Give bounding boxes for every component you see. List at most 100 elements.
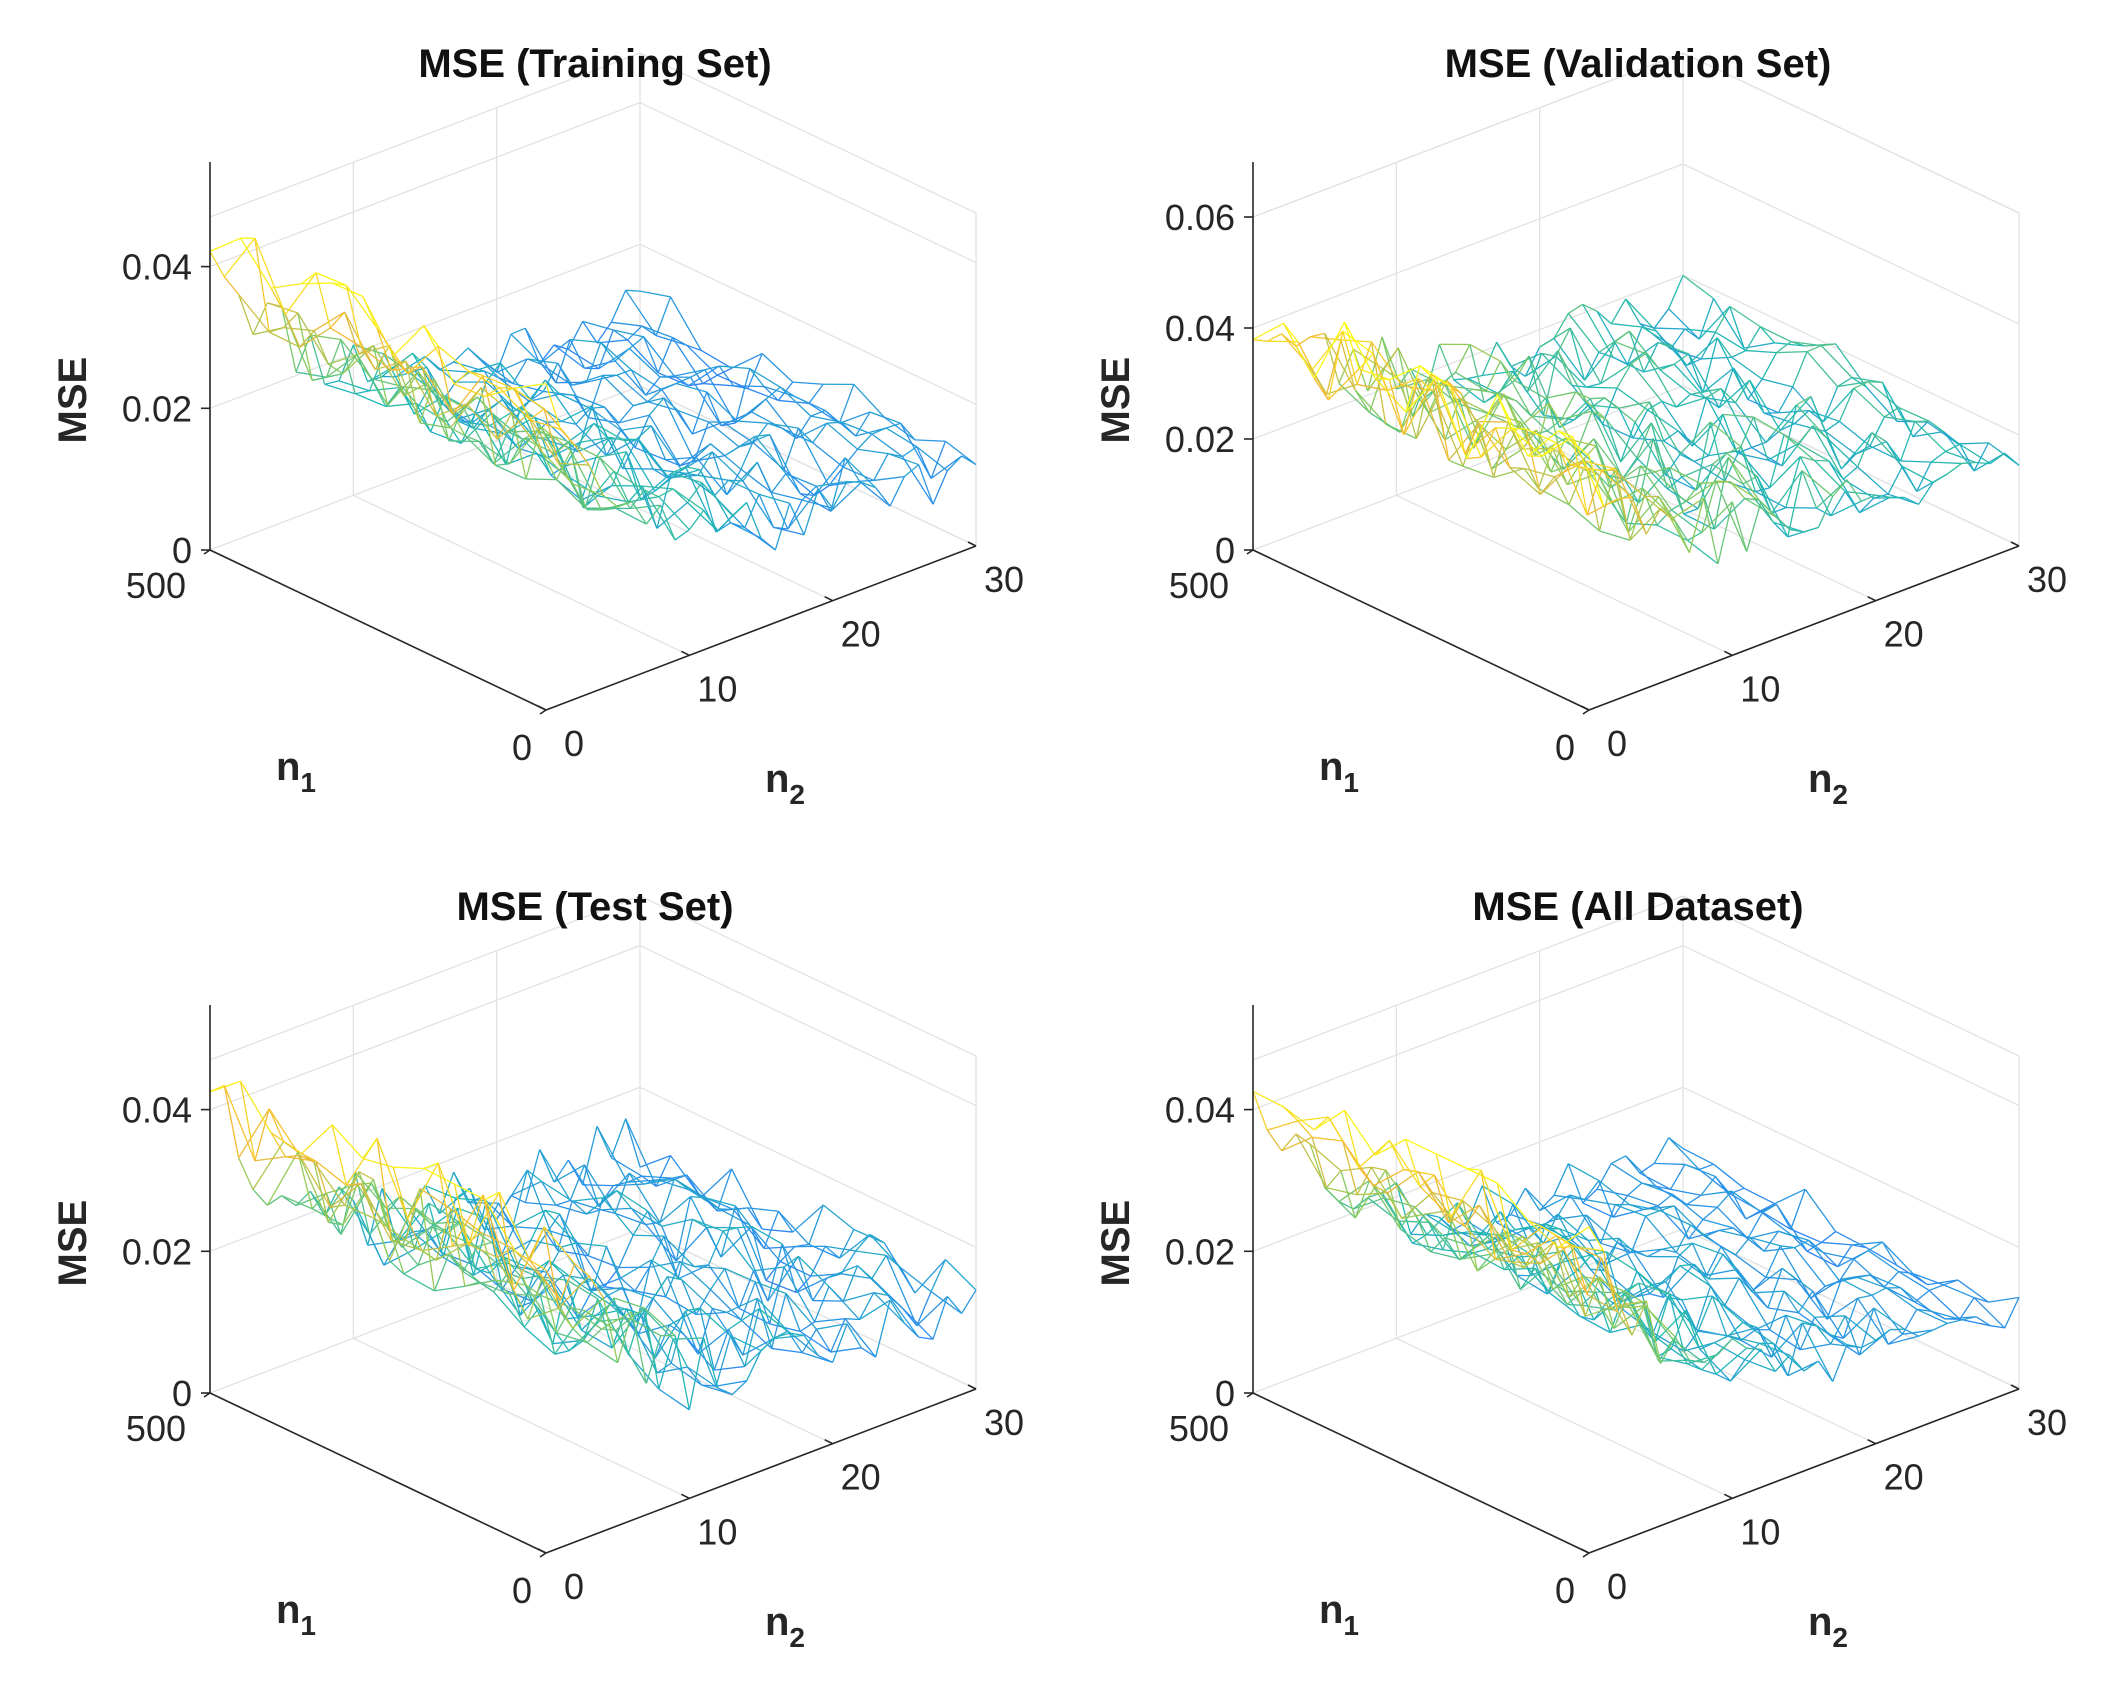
mesh-segment <box>783 427 799 470</box>
mesh-segment <box>752 422 769 444</box>
mesh-segment <box>722 420 738 423</box>
mesh-segment <box>1477 1249 1509 1272</box>
z-axis-label: MSE <box>1094 1200 1138 1287</box>
z-axis-label: MSE <box>1094 357 1138 444</box>
mesh-segment <box>1554 476 1570 506</box>
mesh-segment <box>1762 378 1793 388</box>
mesh-segment <box>789 1332 805 1337</box>
mesh-segment <box>1397 347 1414 417</box>
mesh-segment <box>1539 1240 1556 1264</box>
mesh-segment <box>1645 353 1677 408</box>
mesh-segment <box>638 439 670 480</box>
mesh-segment <box>1832 1344 1848 1382</box>
mesh-segment <box>641 485 658 529</box>
mesh-segment <box>681 1279 713 1309</box>
grid-line <box>1252 944 1684 1111</box>
x-tick-mark <box>539 709 547 715</box>
mesh-segment <box>771 1347 803 1354</box>
mesh-segment <box>630 1207 647 1225</box>
mesh-segment <box>1837 376 1853 388</box>
mesh-segment <box>1663 430 1679 442</box>
mesh-segment <box>1571 1240 1604 1266</box>
mesh-segment <box>1584 1276 1601 1317</box>
mesh-segment <box>797 1256 814 1301</box>
mesh-segment <box>459 420 474 429</box>
mesh-segment <box>1446 1210 1478 1272</box>
mesh-segment <box>1961 461 1977 465</box>
mesh-segment <box>1751 441 1767 449</box>
mesh-segment <box>647 401 679 412</box>
axis-lines <box>201 162 977 715</box>
mesh-segment <box>1532 430 1548 436</box>
mesh-segment <box>1694 455 1709 463</box>
mesh-segment <box>1313 377 1329 401</box>
mesh-segment <box>268 1108 301 1156</box>
mesh-segment <box>1588 1226 1604 1251</box>
mesh-segment <box>652 468 668 479</box>
mesh-segment <box>1523 1240 1556 1269</box>
mesh-segment <box>752 1270 769 1302</box>
mesh-segment <box>1534 403 1550 456</box>
mesh-segment <box>1669 1164 1686 1190</box>
mesh-segment <box>431 1226 464 1272</box>
mesh-segment <box>726 1311 742 1321</box>
mesh-segment <box>764 1246 795 1250</box>
mesh-segment <box>657 1179 689 1191</box>
mesh-segment <box>859 480 891 507</box>
mesh-segment <box>572 483 588 510</box>
mesh-segment <box>1851 376 1867 388</box>
mesh-segment <box>421 366 437 417</box>
mesh-segment <box>946 1295 963 1314</box>
mesh-segment <box>376 1138 393 1241</box>
mesh-segment <box>660 504 676 541</box>
mesh-segment <box>301 1124 333 1155</box>
mesh-segment <box>266 1151 299 1206</box>
mesh-segment <box>697 1328 729 1355</box>
mesh-segment <box>559 1263 576 1301</box>
mesh-segment <box>368 1234 385 1266</box>
mesh-segment <box>1760 1203 1775 1212</box>
mesh-segment <box>1695 452 1728 491</box>
mesh-segment <box>1546 1269 1579 1295</box>
mesh-segment <box>1658 496 1690 553</box>
mesh-segment <box>900 422 916 441</box>
mesh-segment <box>613 329 644 338</box>
mesh-segment <box>1415 1215 1432 1253</box>
mesh-segment <box>658 496 690 531</box>
mesh-segment <box>1652 438 1685 515</box>
mesh-segment <box>1586 382 1601 388</box>
mesh-segment <box>328 1221 343 1226</box>
mesh-segment <box>1584 1180 1600 1200</box>
mesh-segment <box>1731 349 1747 358</box>
mesh-segment <box>559 393 591 409</box>
mesh-segment <box>1808 410 1840 423</box>
mesh-segment <box>415 402 448 423</box>
mesh-segment <box>1466 394 1498 459</box>
mesh-segment <box>1324 1187 1356 1219</box>
mesh-segment <box>389 1260 405 1275</box>
mesh-segment <box>1706 397 1738 454</box>
mesh-segment <box>1916 1308 1932 1312</box>
mesh-segment <box>480 387 497 466</box>
mesh-segment <box>1839 420 1871 447</box>
mesh-segment <box>689 376 722 427</box>
mesh-segment <box>661 382 677 391</box>
mesh-segment <box>1751 1267 1783 1293</box>
mesh-segment <box>295 334 311 373</box>
mesh-segment <box>1804 1188 1837 1232</box>
mesh-segment <box>747 1207 763 1230</box>
mesh-segment <box>577 405 593 452</box>
mesh-segment <box>808 383 824 404</box>
mesh-segment <box>1625 1155 1657 1187</box>
mesh-segment <box>1929 1284 1944 1292</box>
mesh-segment <box>1857 1297 1889 1345</box>
z-tick-label: 0.02 <box>1165 419 1235 460</box>
mesh-segment <box>485 1200 518 1268</box>
mesh-segment <box>1869 1274 1885 1288</box>
mesh-segment <box>652 1276 669 1299</box>
y-tick-mark <box>2010 1384 2020 1390</box>
mesh-segment <box>376 1138 409 1220</box>
mesh-segment <box>1509 466 1525 470</box>
x-tick-label: 500 <box>1169 565 1229 606</box>
mesh-segment <box>1679 421 1711 455</box>
